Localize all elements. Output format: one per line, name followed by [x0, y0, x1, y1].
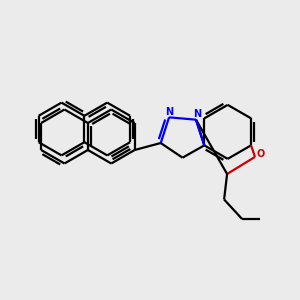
Text: O: O	[256, 149, 265, 159]
Text: N: N	[194, 109, 202, 119]
Text: N: N	[165, 107, 173, 117]
